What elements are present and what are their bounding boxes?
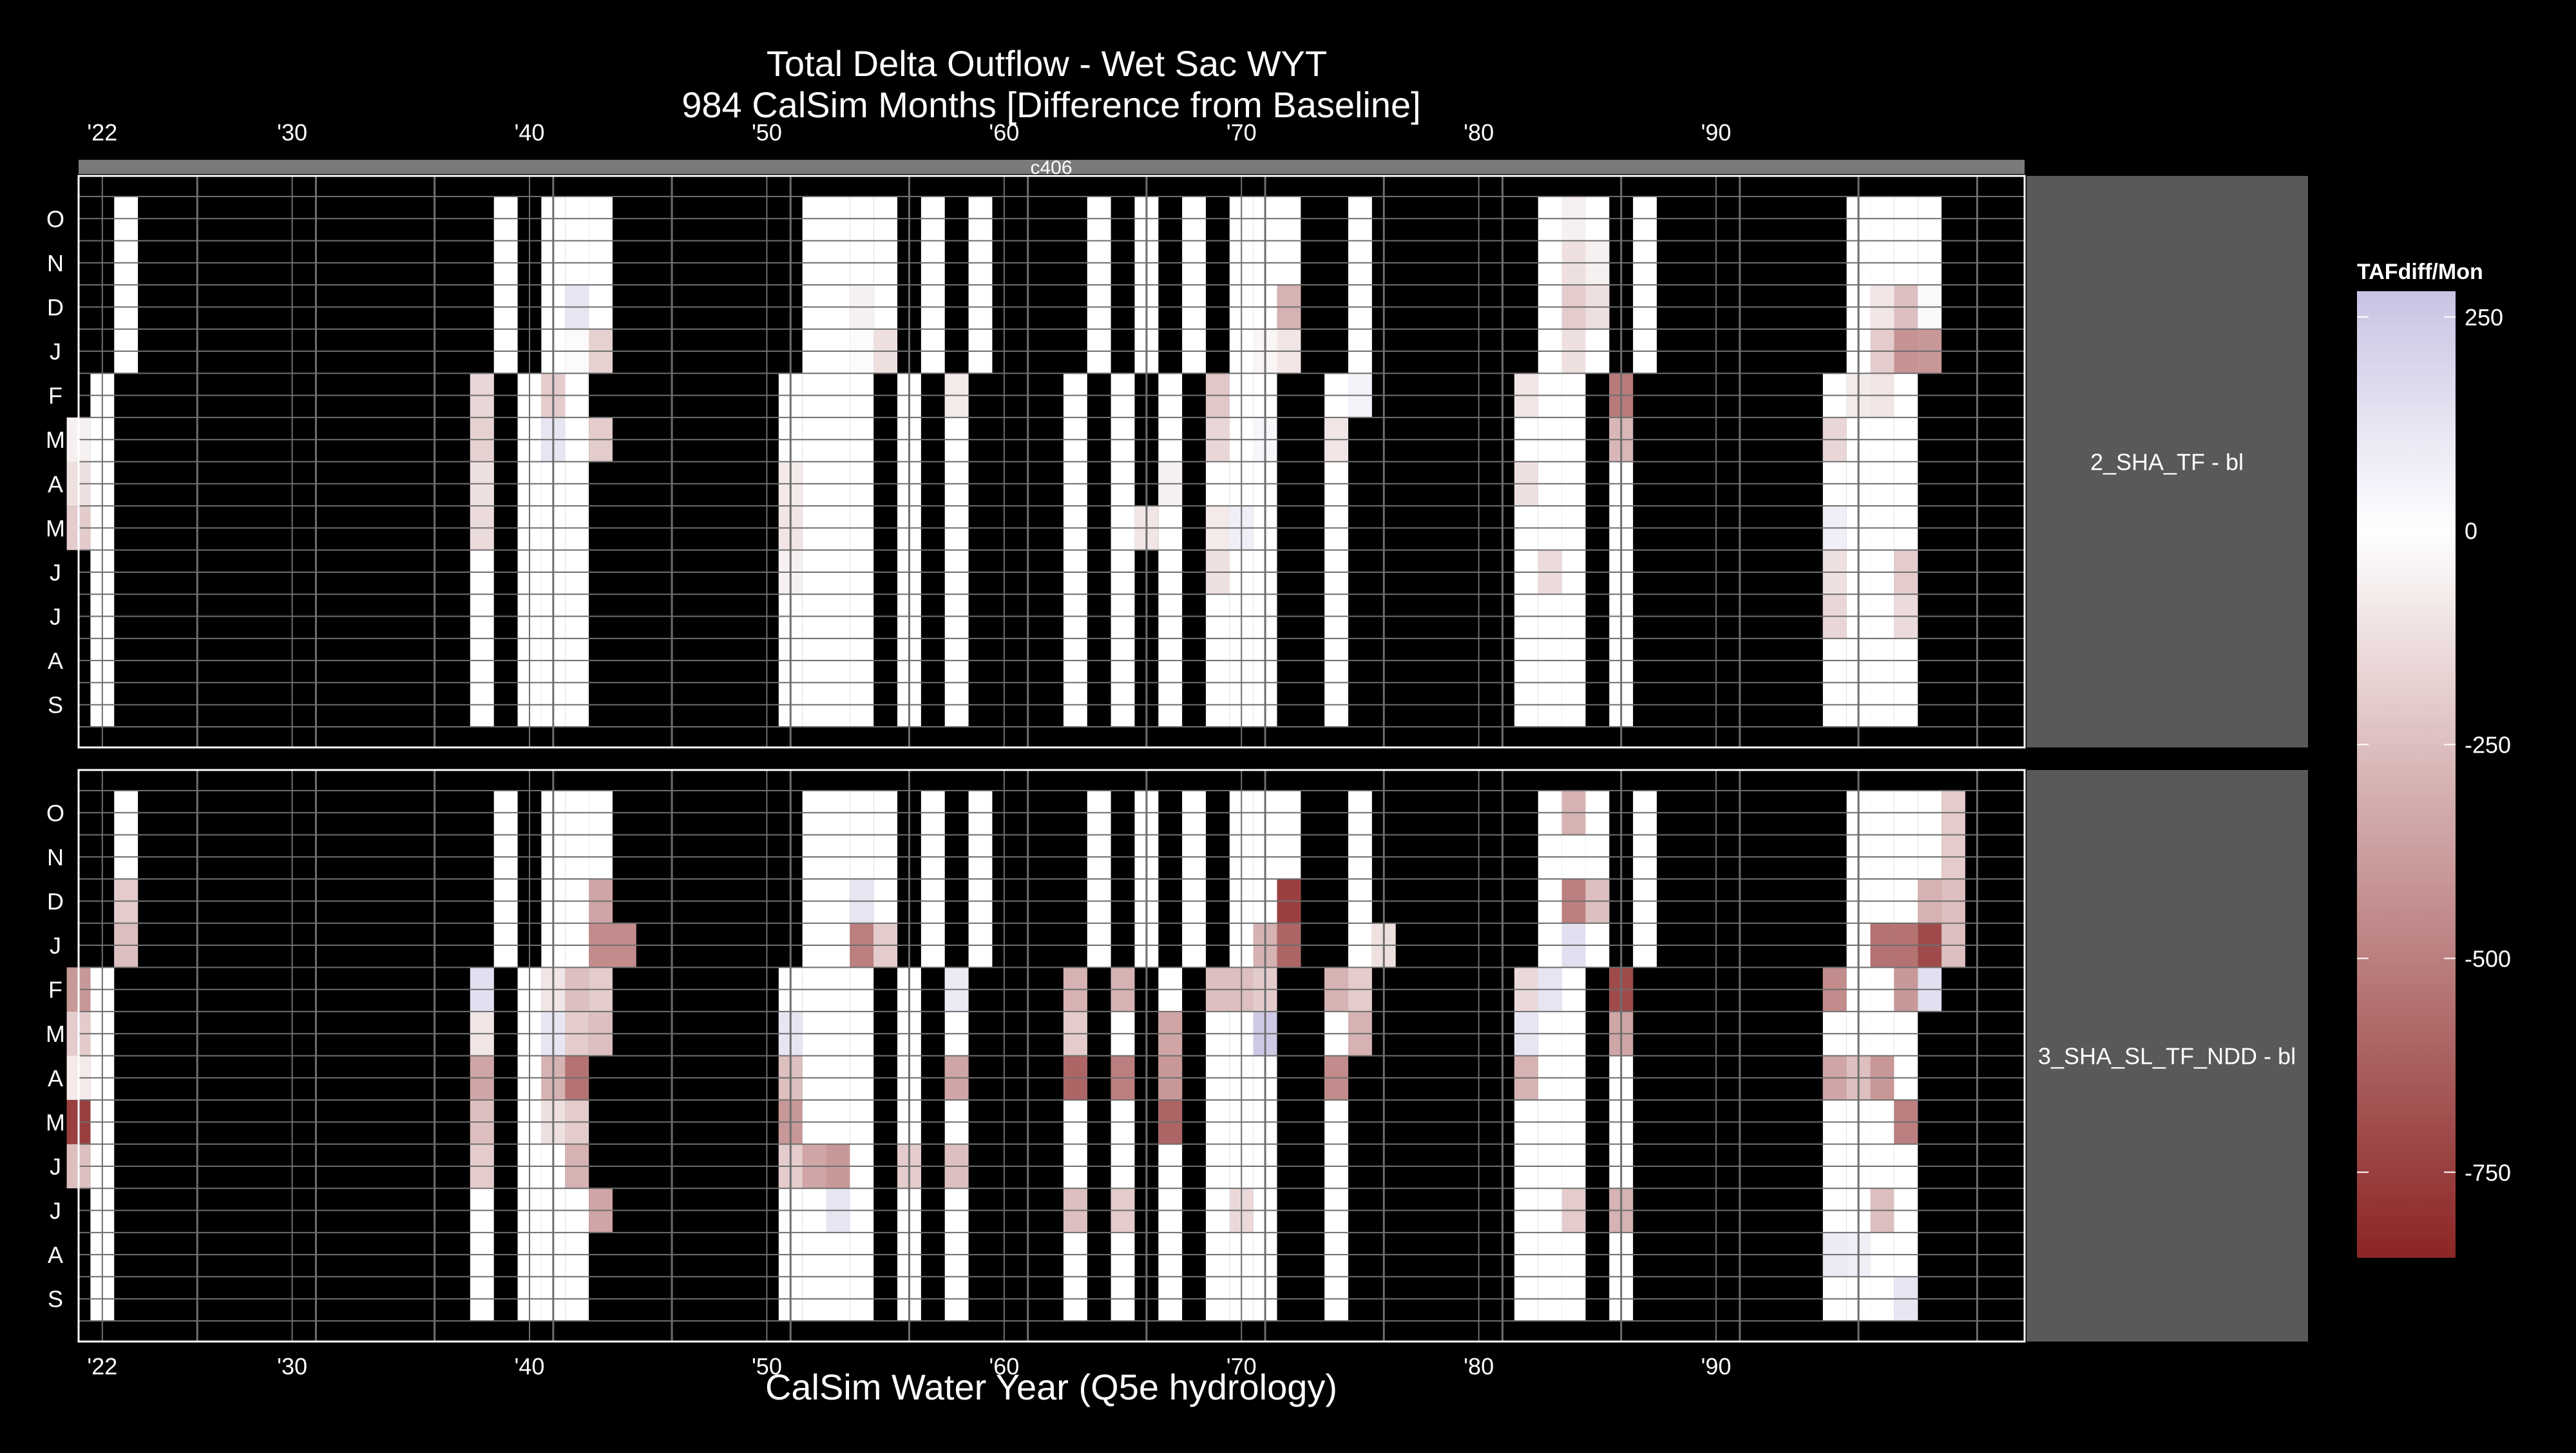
month-label: A — [48, 648, 63, 674]
legend-tick-label: -500 — [2465, 945, 2511, 972]
x-tick-bottom: '30 — [277, 1353, 307, 1380]
month-label: A — [48, 471, 63, 497]
x-tick-bottom: '90 — [1701, 1353, 1732, 1380]
month-label: J — [50, 1198, 61, 1224]
month-label: A — [48, 1065, 63, 1092]
month-label: S — [48, 1286, 63, 1313]
x-tick-top: '60 — [989, 119, 1019, 146]
month-label: J — [50, 1153, 61, 1180]
month-label: O — [46, 800, 64, 826]
x-tick-bottom: '60 — [989, 1353, 1019, 1380]
month-label: F — [48, 383, 62, 409]
month-label: A — [48, 1242, 63, 1268]
top-strip — [79, 160, 2025, 174]
month-label: J — [50, 338, 61, 365]
chart-title: Total Delta Outflow - Wet Sac WYT — [767, 43, 1327, 84]
month-label: J — [50, 932, 61, 959]
month-label: M — [46, 1021, 65, 1047]
month-label: N — [47, 250, 64, 276]
month-label: M — [46, 427, 65, 453]
panel-strip — [2027, 176, 2308, 747]
legend-tick-label: 0 — [2465, 518, 2477, 544]
x-tick-bottom: '80 — [1464, 1353, 1494, 1380]
x-tick-top: '40 — [515, 119, 545, 146]
chart-subtitle: 984 CalSim Months [Difference from Basel… — [682, 84, 1420, 125]
x-tick-top: '70 — [1226, 119, 1257, 146]
panel-strip — [2027, 770, 2308, 1342]
x-tick-bottom: '40 — [515, 1353, 545, 1380]
x-tick-top: '22 — [87, 119, 117, 146]
legend-tick-label: -250 — [2465, 732, 2511, 758]
x-tick-top: '80 — [1464, 119, 1494, 146]
month-label: M — [46, 1109, 65, 1135]
month-label: M — [46, 515, 65, 541]
panel-2 — [66, 769, 2308, 1343]
x-tick-bottom: '70 — [1226, 1353, 1257, 1380]
x-tick-top: '30 — [277, 119, 307, 146]
month-label: J — [50, 559, 61, 586]
x-tick-bottom: '22 — [87, 1353, 117, 1380]
x-tick-bottom: '50 — [752, 1353, 782, 1380]
month-label: D — [47, 294, 64, 320]
month-label: N — [47, 844, 64, 871]
legend-tick-label: -750 — [2465, 1159, 2511, 1186]
panel-1 — [66, 175, 2308, 749]
panel-strip-label: 2_SHA_TF - bl — [2090, 449, 2244, 476]
month-label: O — [46, 206, 64, 232]
legend-colorbar — [2357, 291, 2456, 1258]
x-axis-label: CalSim Water Year (Q5e hydrology) — [765, 1367, 1337, 1407]
x-tick-top: '50 — [752, 119, 782, 146]
month-label: F — [48, 977, 62, 1003]
panel-strip-label: 3_SHA_SL_TF_NDD - bl — [2038, 1043, 2296, 1070]
legend-title: TAFdiff/Mon — [2357, 260, 2483, 284]
x-tick-top: '90 — [1701, 119, 1732, 146]
month-label: D — [47, 888, 64, 914]
panel-border — [77, 769, 2026, 1343]
month-label: S — [48, 692, 63, 718]
panel-border — [77, 175, 2026, 749]
month-label: J — [50, 604, 61, 630]
legend-tick-label: 250 — [2465, 304, 2503, 331]
